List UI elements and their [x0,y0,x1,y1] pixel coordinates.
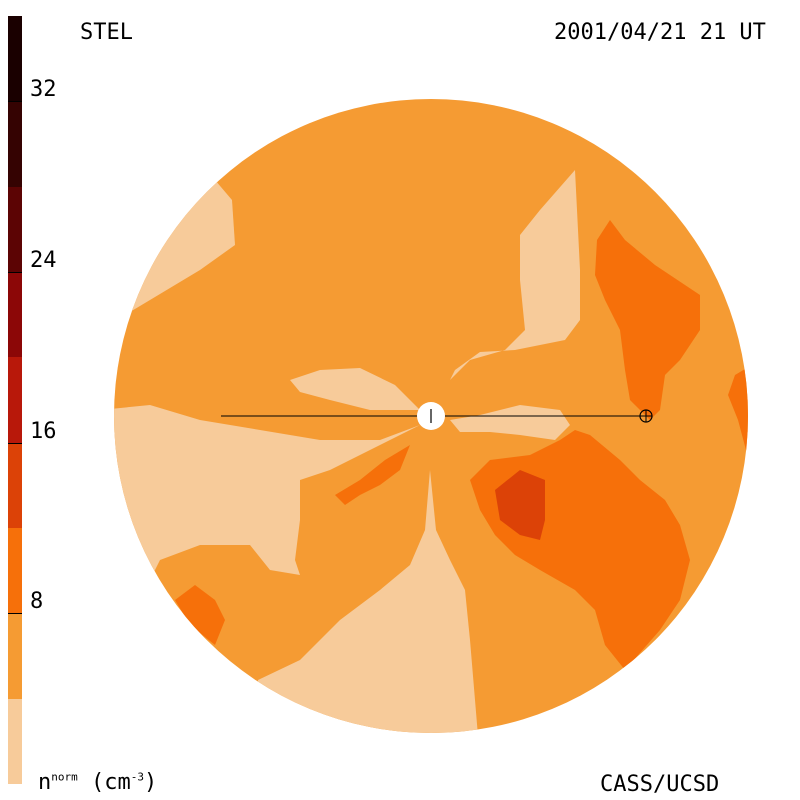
colorbar-level-4 [8,357,22,443]
colorbar-tick-label: 8 [30,589,44,615]
colorbar-tick-label: 24 [30,248,57,273]
unit-superscript: norm [51,770,78,784]
colorbar-tick-label: 16 [30,418,57,444]
colorbar-level-7 [8,101,22,187]
colorbar-tick-label: 32 [30,77,57,103]
colorbar-level-8 [8,16,22,102]
colorbar-level-1 [8,613,22,699]
colorbar-level-5 [8,272,22,358]
density-region-mid-right-edge [728,360,748,470]
density-region-mid-bottom-left [175,585,225,645]
unit-close: ) [144,770,158,795]
density-region-low-bottom [258,470,480,733]
colorbar [8,16,22,784]
unit-exponent: -3 [130,770,144,784]
density-region-mid-left-wedge [335,445,410,505]
unit-symbol: n [38,770,52,795]
density-region-low-top-right [440,170,580,400]
unit-paren: (cm [91,770,131,795]
density-region-mid-right-upper [595,220,700,420]
colorbar-tick [8,272,22,273]
colorbar-tick [8,101,22,103]
colorbar-tick [8,613,22,615]
density-region-high [495,470,545,540]
timestamp-label: 2001/04/21 21 UT [554,20,766,45]
density-region-low-left [114,405,420,600]
colorbar-level-2 [8,528,22,614]
instrument-label: STEL [80,20,133,45]
density-region-low-right-center [450,405,570,440]
colorbar-level-0 [8,698,22,784]
density-region-low-center-left [290,368,420,410]
colorbar-level-6 [8,186,22,272]
colorbar-tick [8,442,22,444]
unit-label: nnorm (cm-3) [38,770,157,795]
credit-label: CASS/UCSD [600,772,720,797]
colorbar-level-3 [8,442,22,528]
